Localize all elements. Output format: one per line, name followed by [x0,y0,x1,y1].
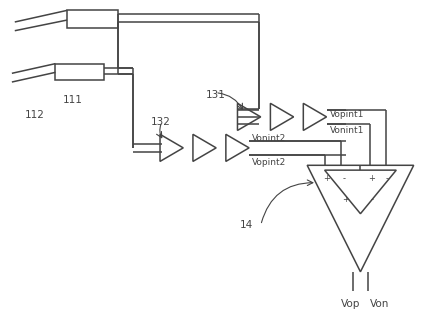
Bar [55,64,104,80]
Text: Vonint1: Vonint1 [330,126,364,135]
Text: -: - [370,195,373,204]
Text: Vopint1: Vopint1 [330,110,364,119]
Text: 132: 132 [150,117,170,127]
Text: +: + [323,174,330,183]
Text: Vopint2: Vopint2 [252,157,286,166]
Text: 131: 131 [206,90,225,100]
Text: +: + [342,195,350,204]
Text: -: - [386,174,389,183]
Text: 112: 112 [24,110,44,120]
Text: 111: 111 [63,95,83,104]
Text: 14: 14 [239,220,253,230]
Text: -: - [342,174,346,183]
Text: Vonint2: Vonint2 [252,134,286,143]
Text: +: + [369,174,376,183]
Text: Vop: Vop [341,299,361,309]
Text: Von: Von [370,299,389,309]
Bar [67,10,118,28]
